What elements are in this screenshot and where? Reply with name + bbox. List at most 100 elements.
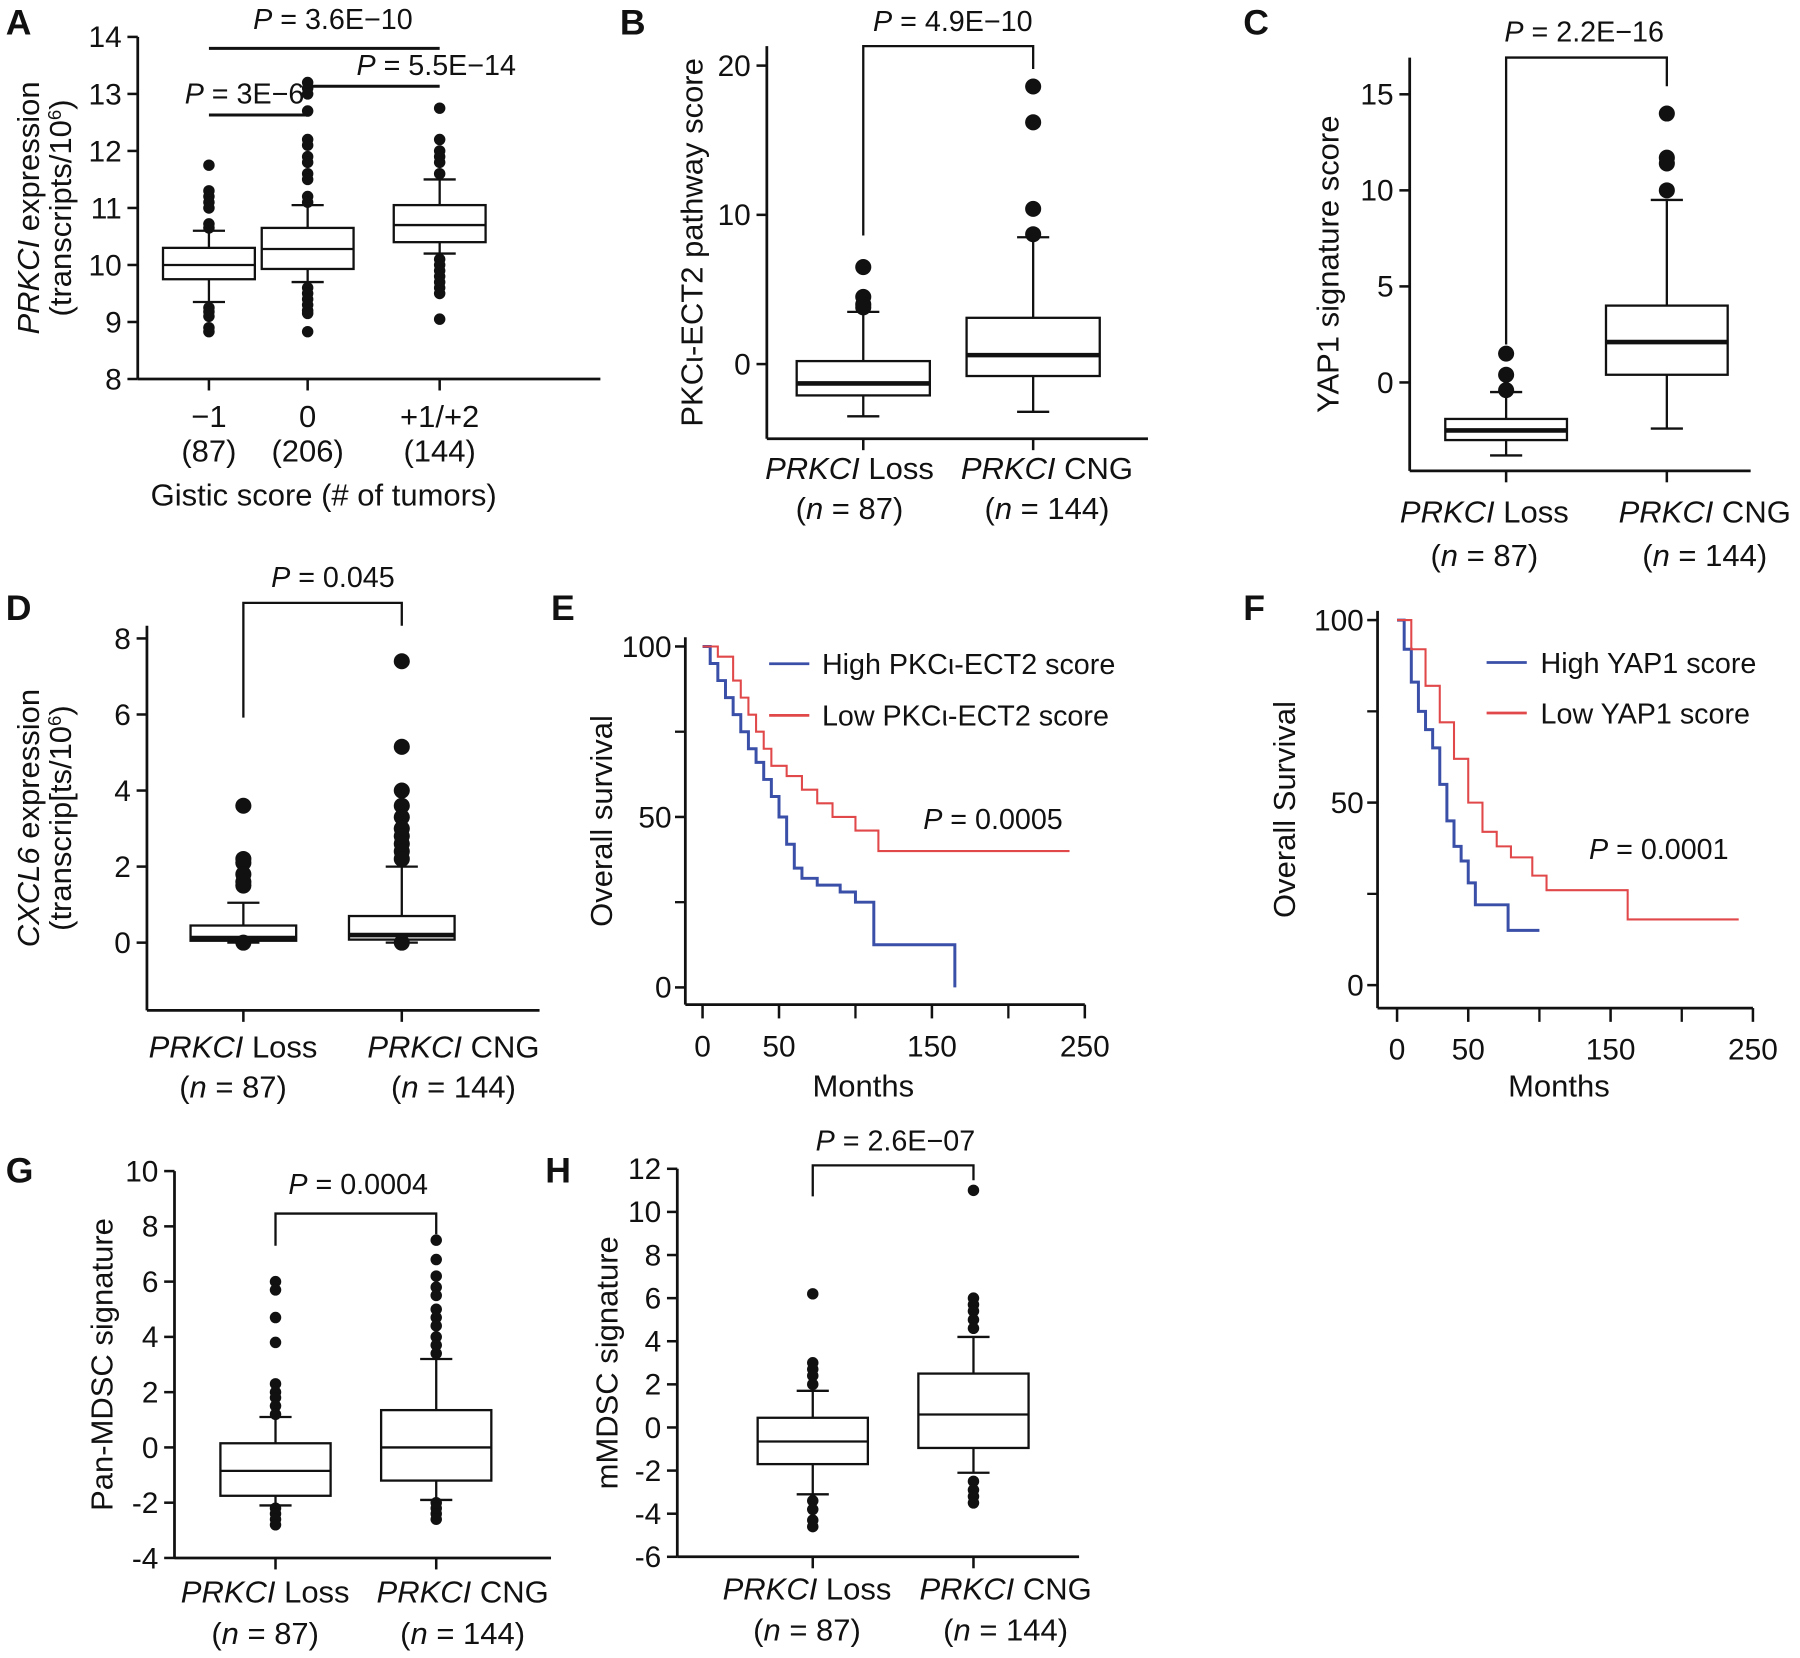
box-plot [219,1275,332,1531]
box-plot [1604,105,1729,430]
y-tick-label: 10 [718,199,751,232]
category-count: (87) [181,434,236,469]
n-value: 144 [1047,491,1099,526]
y-tick-label-part: 5 [1377,271,1394,304]
panel-f: F 0 50 100 0 50 150 250 Overall Survival Months Hi… [1243,588,1778,1103]
legend-label: High PKCι-ECT2 score [822,649,1115,681]
y-tick-label-part: -4 [635,1498,662,1531]
iqr-box [965,316,1101,378]
y-tick-label: -4 [635,1498,662,1531]
category-label-part: PRKCI [920,1571,1015,1606]
y-tick-label: 100 [622,631,672,664]
y-axis-label-part: Overall survival [584,715,619,927]
category-label: PRKCI Loss [723,1571,892,1606]
box-plot [965,78,1101,413]
x-tick-label-part: 250 [1060,1030,1110,1063]
y-tick-label-part: 14 [88,21,121,54]
significance-bracket [242,601,403,718]
category-label-part: PRKCI [1400,494,1495,529]
y-axis-label: YAP1 signature score [1311,116,1346,413]
outlier-point [430,1513,442,1526]
p-value-label: P = 3.6E−10 [253,4,413,36]
y-axis-label: CXCL6 expression [11,689,46,947]
x-tick-label: 250 [1728,1034,1778,1067]
outlier-point [430,1320,442,1332]
y-axis-label-part: Overall Survival [1267,701,1302,918]
y-tick-label-part: 4 [645,1326,662,1359]
p-value-label-part: = 0.0004 [308,1169,428,1201]
legend-label-part: Low PKCι-ECT2 score [822,701,1109,733]
outlier-point [1658,182,1675,199]
p-value-label-part: = 3E−6 [204,78,305,110]
outlier-point [807,1503,819,1516]
p-value-label-part: P [185,78,204,110]
outlier-point [393,797,410,814]
x-tick-label-part: 50 [762,1030,795,1063]
y-axis-label-units-part: 6 [44,716,65,726]
outlier-point [1658,105,1675,122]
survival-curve-low [702,645,1070,853]
p-value-label-part: P [923,804,942,836]
y-tick-label-part: 10 [125,1155,158,1188]
paren: ) [277,1070,287,1105]
box-plot [795,259,931,418]
y-tick-label: 13 [88,78,121,111]
outlier-point [967,1184,980,1197]
survival-curve-high [1397,618,1540,932]
equals: = [1670,538,1705,573]
category-count-part: (206) [271,434,343,469]
p-value-label: P = 3E−6 [185,78,305,110]
category-n: (n = 87) [753,1613,861,1648]
legend-label: Low YAP1 score [1541,698,1750,730]
category-n: (n = 144) [1642,538,1767,573]
n-value: 87 [859,491,893,526]
outlier-point [430,1331,442,1343]
paren: ) [851,1613,861,1648]
outlier-point [203,325,215,338]
n-symbol: n [1653,538,1670,573]
y-tick-label: 10 [1360,175,1393,208]
y-tick-label-part: 6 [114,699,131,732]
outlier-point [1658,155,1675,172]
y-tick-label-part: 100 [1314,604,1364,637]
category-label: PRKCI CNG [377,1575,549,1610]
survival-curve-high [702,644,957,988]
panel-letter: B [620,3,646,43]
x-tick-label-part: 250 [1728,1034,1778,1067]
panel-letter: D [6,588,32,628]
y-axis-label-part: PRKCI [11,239,46,334]
p-value-label-part: P [873,6,892,38]
x-tick-label-part: 150 [907,1030,957,1063]
y-tick-label-part: 0 [142,1432,159,1465]
y-tick-label: -4 [132,1542,159,1575]
outlier-point [967,1313,980,1326]
outlier-point [301,307,314,320]
paren: ( [943,1613,954,1648]
x-tick-label: 0 [694,1030,711,1063]
outlier-point [430,1347,442,1360]
y-tick-label: 14 [88,21,121,54]
y-axis-label-units: (transcrip[ts/106) [43,705,78,931]
n-value: 144 [1006,1613,1058,1648]
outlier-point [235,877,252,894]
p-value-label: P = 4.9E−10 [873,6,1033,38]
x-axis-label-part: Months [1508,1068,1610,1103]
y-tick-label: 8 [114,623,131,656]
x-tick-label: 150 [1586,1034,1636,1067]
legend-label-part: Low YAP1 score [1541,698,1750,730]
category-label: PRKCI CNG [961,451,1133,486]
n-symbol: n [995,491,1012,526]
iqr-box [392,203,487,244]
y-tick-label: 8 [142,1211,159,1244]
y-axis-label: PKCι-ECT2 pathway score [675,58,710,426]
outlier-point [203,222,215,234]
category-count: (144) [403,434,475,469]
n-symbol: n [222,1616,239,1651]
paren: ) [515,1616,525,1651]
panel-letter: A [6,3,32,43]
paren: ) [506,1070,516,1105]
category-label-part: PRKCI [367,1029,462,1064]
category-label: PRKCI Loss [765,451,934,486]
